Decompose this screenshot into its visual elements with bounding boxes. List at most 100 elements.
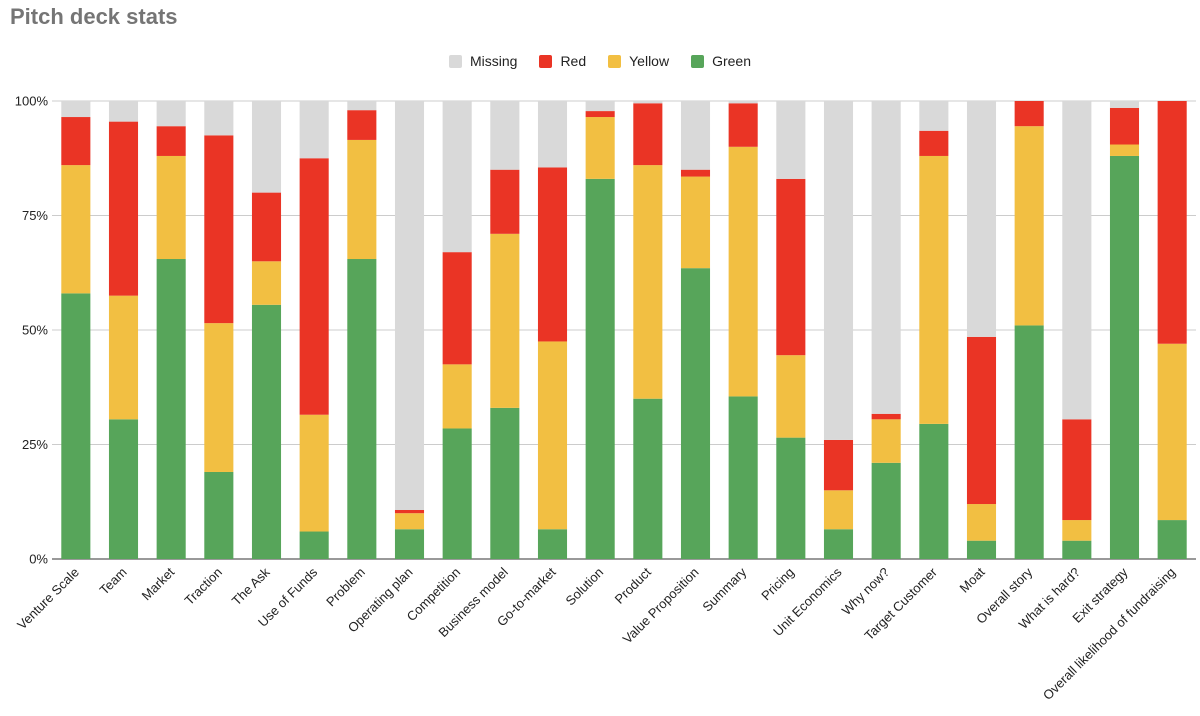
bar-group-business-model[interactable]	[490, 101, 520, 559]
bar-green-traction[interactable]	[204, 471, 234, 559]
bar-red-market[interactable]	[156, 126, 186, 156]
bar-red-solution[interactable]	[585, 111, 615, 118]
bar-red-value-proposition[interactable]	[680, 169, 711, 177]
bar-group-unit-economics[interactable]	[823, 101, 854, 559]
bar-green-overall-likelihood-of-fundraising[interactable]	[1157, 520, 1187, 559]
bar-red-summary[interactable]	[728, 103, 758, 147]
bar-red-operating-plan[interactable]	[394, 509, 425, 514]
bar-green-problem[interactable]	[347, 259, 377, 559]
bar-group-value-proposition[interactable]	[680, 101, 711, 559]
bar-missing-why-now[interactable]	[871, 101, 901, 414]
bar-group-solution[interactable]	[585, 101, 615, 560]
bar-red-competition[interactable]	[442, 252, 472, 365]
bar-missing-go-to-market[interactable]	[537, 101, 568, 168]
bar-red-target-customer[interactable]	[919, 130, 949, 156]
bar-group-what-is-hard[interactable]	[1062, 101, 1092, 559]
bar-red-why-now[interactable]	[871, 413, 901, 420]
bar-missing-moat[interactable]	[966, 101, 997, 337]
bar-green-business-model[interactable]	[490, 407, 520, 559]
bar-yellow-value-proposition[interactable]	[680, 176, 711, 269]
bar-green-pricing[interactable]	[776, 437, 806, 559]
bar-yellow-summary[interactable]	[728, 146, 758, 397]
bar-missing-the-ask[interactable]	[251, 101, 282, 193]
bar-green-venture-scale[interactable]	[61, 293, 91, 559]
bar-group-traction[interactable]	[204, 101, 234, 559]
bar-red-what-is-hard[interactable]	[1062, 419, 1092, 521]
bar-missing-exit-strategy[interactable]	[1109, 101, 1140, 108]
bar-group-venture-scale[interactable]	[61, 101, 91, 559]
bar-red-overall-likelihood-of-fundraising[interactable]	[1157, 101, 1187, 344]
legend-item-missing[interactable]: Missing	[448, 53, 517, 69]
bar-green-why-now[interactable]	[871, 462, 901, 559]
bar-red-use-of-funds[interactable]	[299, 158, 329, 415]
bar-yellow-traction[interactable]	[204, 323, 234, 472]
bar-red-venture-scale[interactable]	[61, 117, 91, 166]
bar-yellow-overall-story[interactable]	[1014, 126, 1044, 326]
bar-missing-solution[interactable]	[585, 101, 615, 112]
bar-group-market[interactable]	[156, 101, 186, 559]
bar-yellow-product[interactable]	[633, 165, 663, 399]
bar-group-exit-strategy[interactable]	[1109, 101, 1140, 559]
bar-green-unit-economics[interactable]	[823, 529, 854, 559]
bar-yellow-moat[interactable]	[966, 504, 997, 541]
bar-missing-operating-plan[interactable]	[394, 101, 425, 510]
bar-green-solution[interactable]	[585, 178, 615, 560]
bar-yellow-market[interactable]	[156, 155, 186, 260]
bar-missing-venture-scale[interactable]	[61, 101, 91, 118]
bar-red-go-to-market[interactable]	[537, 167, 568, 342]
bar-yellow-venture-scale[interactable]	[61, 165, 91, 294]
bar-green-overall-story[interactable]	[1014, 325, 1044, 559]
bar-yellow-pricing[interactable]	[776, 355, 806, 438]
bar-yellow-solution[interactable]	[585, 117, 615, 179]
bar-red-problem[interactable]	[347, 110, 377, 140]
bar-yellow-target-customer[interactable]	[919, 155, 949, 424]
bar-group-product[interactable]	[633, 101, 663, 559]
bar-group-target-customer[interactable]	[919, 101, 949, 559]
bar-yellow-the-ask[interactable]	[251, 261, 282, 305]
bar-group-moat[interactable]	[966, 101, 997, 559]
bar-green-summary[interactable]	[728, 396, 758, 559]
bar-missing-what-is-hard[interactable]	[1062, 101, 1092, 420]
bar-green-competition[interactable]	[442, 428, 472, 559]
bar-missing-problem[interactable]	[347, 101, 377, 111]
bar-missing-pricing[interactable]	[776, 101, 806, 179]
bar-yellow-exit-strategy[interactable]	[1109, 144, 1140, 156]
bar-missing-value-proposition[interactable]	[680, 101, 711, 170]
bar-group-team[interactable]	[108, 101, 139, 559]
bar-missing-traction[interactable]	[204, 101, 234, 136]
bar-group-the-ask[interactable]	[251, 101, 282, 559]
bar-green-exit-strategy[interactable]	[1109, 155, 1140, 559]
bar-group-go-to-market[interactable]	[537, 101, 568, 559]
bar-group-problem[interactable]	[347, 101, 377, 559]
bar-missing-market[interactable]	[156, 101, 186, 127]
bar-yellow-competition[interactable]	[442, 364, 472, 429]
bar-missing-team[interactable]	[108, 101, 139, 122]
legend-item-green[interactable]: Green	[691, 53, 751, 69]
bar-missing-target-customer[interactable]	[919, 101, 949, 131]
bar-yellow-operating-plan[interactable]	[394, 513, 425, 530]
bar-yellow-business-model[interactable]	[490, 233, 520, 408]
bar-green-market[interactable]	[156, 259, 186, 559]
legend-item-red[interactable]: Red	[539, 53, 586, 69]
bar-group-overall-story[interactable]	[1014, 101, 1044, 559]
bar-red-traction[interactable]	[204, 135, 234, 324]
bar-missing-use-of-funds[interactable]	[299, 101, 329, 159]
bar-missing-summary[interactable]	[728, 101, 758, 104]
bar-missing-unit-economics[interactable]	[823, 101, 854, 440]
bar-green-operating-plan[interactable]	[394, 529, 425, 559]
bar-red-unit-economics[interactable]	[823, 439, 854, 491]
bar-red-business-model[interactable]	[490, 169, 520, 234]
bar-group-operating-plan[interactable]	[394, 101, 425, 559]
legend-item-yellow[interactable]: Yellow	[608, 53, 669, 69]
bar-missing-product[interactable]	[633, 101, 663, 104]
bar-red-the-ask[interactable]	[251, 192, 282, 262]
bar-yellow-problem[interactable]	[347, 139, 377, 260]
bar-green-team[interactable]	[108, 419, 139, 559]
bar-green-the-ask[interactable]	[251, 304, 282, 559]
bar-green-what-is-hard[interactable]	[1062, 540, 1092, 559]
bar-yellow-why-now[interactable]	[871, 419, 901, 463]
bar-red-moat[interactable]	[966, 336, 997, 505]
bar-group-pricing[interactable]	[776, 101, 806, 559]
bar-green-moat[interactable]	[966, 540, 997, 559]
bar-green-use-of-funds[interactable]	[299, 531, 329, 559]
